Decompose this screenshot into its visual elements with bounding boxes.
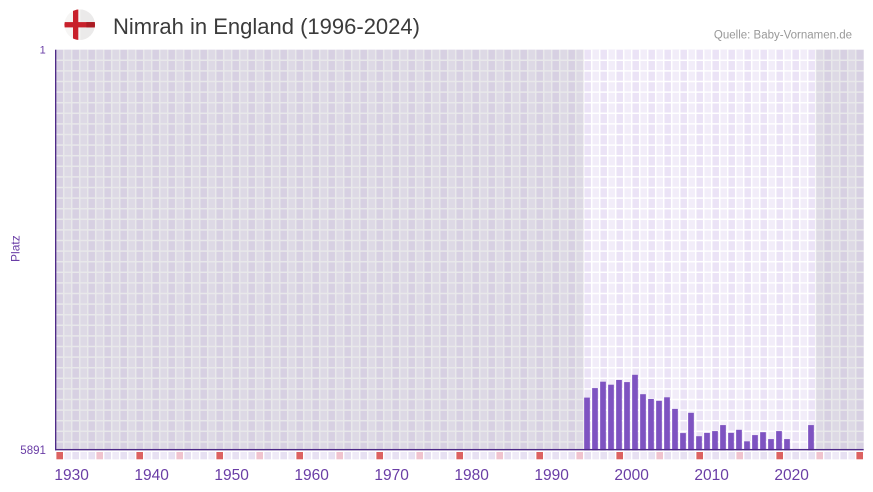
- svg-text:1980: 1980: [454, 467, 489, 484]
- svg-text:1990: 1990: [534, 467, 569, 484]
- svg-text:5891: 5891: [20, 445, 46, 457]
- svg-text:Nimrah in England (1996-2024): Nimrah in England (1996-2024): [113, 14, 420, 39]
- svg-text:2010: 2010: [694, 467, 729, 484]
- svg-text:2000: 2000: [614, 467, 649, 484]
- svg-text:1940: 1940: [134, 467, 169, 484]
- svg-text:1950: 1950: [214, 467, 249, 484]
- svg-text:1930: 1930: [54, 467, 89, 484]
- svg-text:Quelle: Baby-Vornamen.de: Quelle: Baby-Vornamen.de: [714, 30, 852, 42]
- svg-text:1960: 1960: [294, 467, 329, 484]
- svg-text:2020: 2020: [774, 467, 809, 484]
- svg-text:1: 1: [40, 45, 46, 57]
- svg-text:Platz: Platz: [8, 235, 22, 262]
- svg-text:1970: 1970: [374, 467, 409, 484]
